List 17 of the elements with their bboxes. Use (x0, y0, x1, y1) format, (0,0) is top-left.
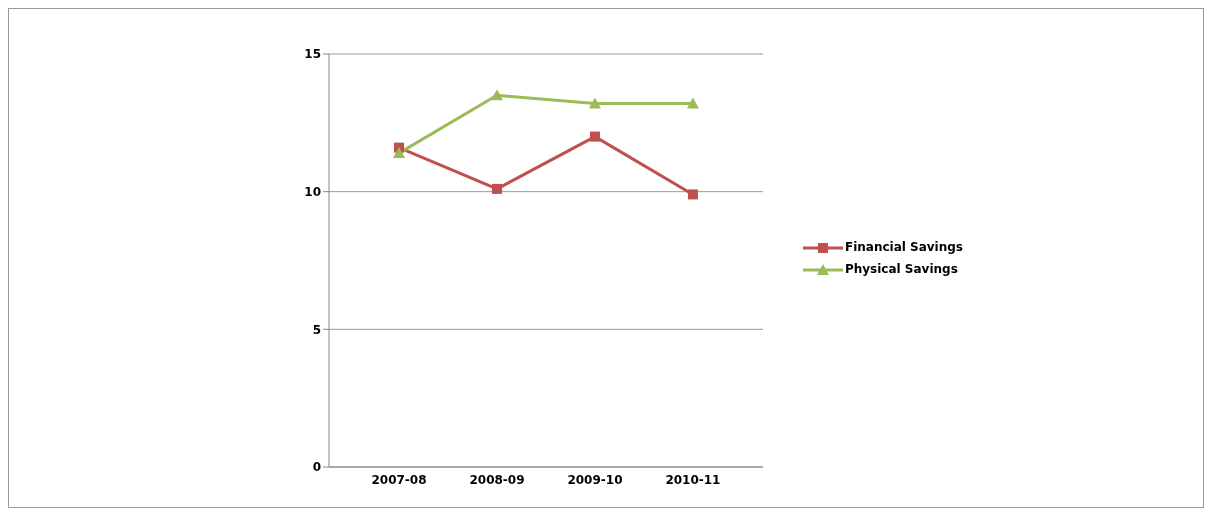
legend-label: Financial Savings (844, 240, 963, 254)
point (491, 183, 502, 194)
y-tick-label: 10 (304, 184, 321, 199)
legend-label: Physical Savings (844, 262, 958, 276)
y-tick-label: 0 (312, 460, 321, 475)
x-tick-label: 2007-08 (371, 472, 427, 487)
point (687, 189, 698, 200)
y-tick-label: 15 (304, 47, 321, 62)
x-tick-label: 2010-11 (665, 472, 721, 487)
point (588, 97, 601, 109)
point (490, 89, 503, 101)
point (686, 97, 699, 109)
point (589, 131, 600, 142)
point (393, 147, 405, 159)
x-tick-label: 2008-09 (469, 472, 525, 487)
y-tick-label: 5 (312, 322, 321, 337)
x-tick-label: 2009-10 (567, 472, 623, 487)
